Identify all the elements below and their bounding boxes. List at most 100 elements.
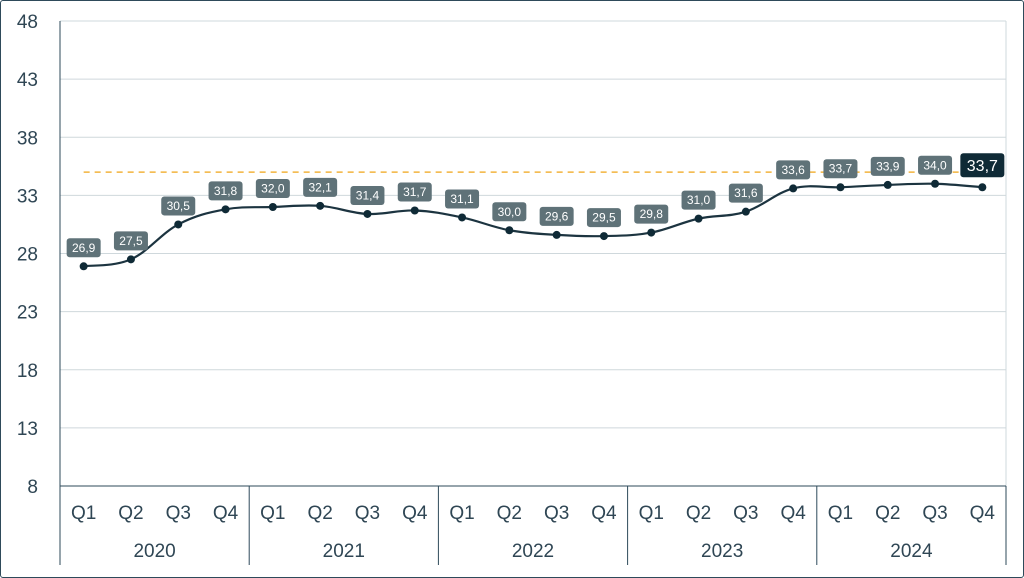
data-point: [316, 201, 325, 210]
data-label-box: [823, 159, 858, 179]
x-tick-label: Q2: [118, 503, 143, 524]
data-label-box: [918, 155, 953, 175]
x-tick-label: Q4: [213, 503, 239, 524]
x-tick-label: Q4: [591, 503, 617, 524]
data-label-box: [255, 179, 290, 198]
gridlines: [60, 20, 1006, 429]
data-label: 33,7: [967, 158, 998, 175]
data-point: [174, 220, 183, 229]
year-label: 2021: [323, 541, 365, 562]
data-point: [363, 209, 372, 218]
data-label-box: [303, 177, 338, 197]
data-label-box: [539, 206, 574, 226]
data-point: [505, 226, 514, 235]
data-label-box: [113, 231, 148, 251]
data-label-box: [66, 238, 101, 258]
x-tick-label: Q2: [875, 503, 900, 524]
year-label: 2023: [701, 541, 743, 562]
data-label: 31,4: [356, 188, 380, 202]
year-label: 2022: [512, 541, 554, 562]
x-tick-label: Q1: [71, 503, 96, 524]
data-label: 33,6: [781, 163, 805, 177]
data-label: 32,0: [261, 182, 285, 196]
data-label: 29,8: [640, 207, 664, 221]
x-tick-label: Q3: [733, 503, 758, 524]
x-tick-label: Q2: [686, 503, 711, 524]
y-tick-label: 43: [17, 70, 38, 91]
y-tick-label: 48: [17, 12, 38, 33]
data-label: 30,0: [498, 205, 522, 219]
x-tick-label: Q2: [307, 503, 332, 524]
data-label: 31,0: [687, 193, 711, 207]
data-point: [599, 232, 608, 241]
data-label-box: [776, 160, 811, 180]
y-tick-label: 28: [17, 245, 38, 266]
x-tick-label: Q3: [355, 503, 380, 524]
markers-layer: [79, 179, 987, 271]
x-tick-label: Q3: [166, 503, 191, 524]
data-point: [126, 255, 135, 264]
x-tick-label: Q1: [639, 503, 664, 524]
x-tick-label: Q3: [544, 503, 569, 524]
y-tick-label: 38: [17, 128, 38, 149]
data-label: 33,7: [829, 162, 853, 176]
y-tick-label: 33: [17, 186, 38, 207]
series-line-layer: [83, 182, 983, 268]
data-label-box: [634, 204, 669, 224]
year-label: 2020: [133, 541, 175, 562]
data-label: 29,6: [545, 209, 569, 223]
axes: 8 13 18 23 28 33 38 43 48 Q1 Q2 Q3 Q4 Q1 Q2 Q3 Q4 Q1 Q2 Q3 Q…: [17, 12, 1007, 565]
data-label-box: [445, 189, 480, 209]
data-point: [79, 262, 88, 271]
data-label-box: [586, 208, 621, 228]
data-label: 31,1: [450, 192, 474, 206]
x-tick-label: Q1: [260, 503, 285, 524]
y-tick-label: 18: [17, 361, 38, 382]
year-label: 2024: [890, 541, 933, 562]
data-label-box: [960, 153, 1005, 178]
data-label: 31,7: [403, 185, 427, 199]
data-label: 26,9: [72, 241, 96, 255]
data-point: [458, 213, 467, 222]
data-label: 31,8: [214, 184, 238, 198]
data-point: [694, 214, 703, 223]
x-tick-label: Q2: [497, 503, 522, 524]
data-label-box: [681, 190, 716, 210]
data-labels-layer: 26,9 27,5 30,5 31,8 32,0 32,1 31,4 31,7 31,1 30,0…: [66, 153, 1005, 258]
data-label: 33,9: [876, 159, 900, 173]
data-label-box: [350, 185, 385, 205]
series-line: [83, 182, 983, 268]
y-tick-label: 23: [17, 303, 38, 324]
data-label: 31,6: [734, 186, 758, 200]
data-label: 30,5: [167, 199, 191, 213]
data-point: [268, 203, 277, 211]
data-point: [552, 230, 561, 239]
y-tick-label: 13: [17, 419, 38, 440]
y-tick-label: 8: [27, 477, 38, 498]
data-label-box: [397, 182, 432, 202]
data-point: [789, 184, 798, 193]
data-point: [410, 206, 419, 215]
data-point: [931, 179, 940, 188]
data-label: 32,1: [308, 180, 332, 194]
data-point: [647, 228, 656, 237]
x-tick-label: Q1: [449, 503, 474, 524]
data-label: 27,5: [119, 234, 143, 248]
x-tick-label: Q3: [922, 503, 947, 524]
x-tick-label: Q4: [402, 503, 428, 524]
data-label-box: [208, 181, 243, 201]
x-tick-label: Q4: [780, 503, 806, 524]
data-point: [836, 183, 845, 192]
data-label-box: [728, 183, 763, 203]
data-point: [221, 205, 230, 214]
data-label-box: [492, 202, 527, 222]
x-tick-label: Q4: [970, 503, 996, 524]
data-point: [883, 180, 892, 189]
data-label-box: [870, 156, 905, 176]
data-point: [741, 207, 750, 216]
data-label: 29,5: [592, 211, 616, 225]
data-label: 34,0: [923, 158, 947, 172]
data-label-box: [161, 196, 196, 216]
